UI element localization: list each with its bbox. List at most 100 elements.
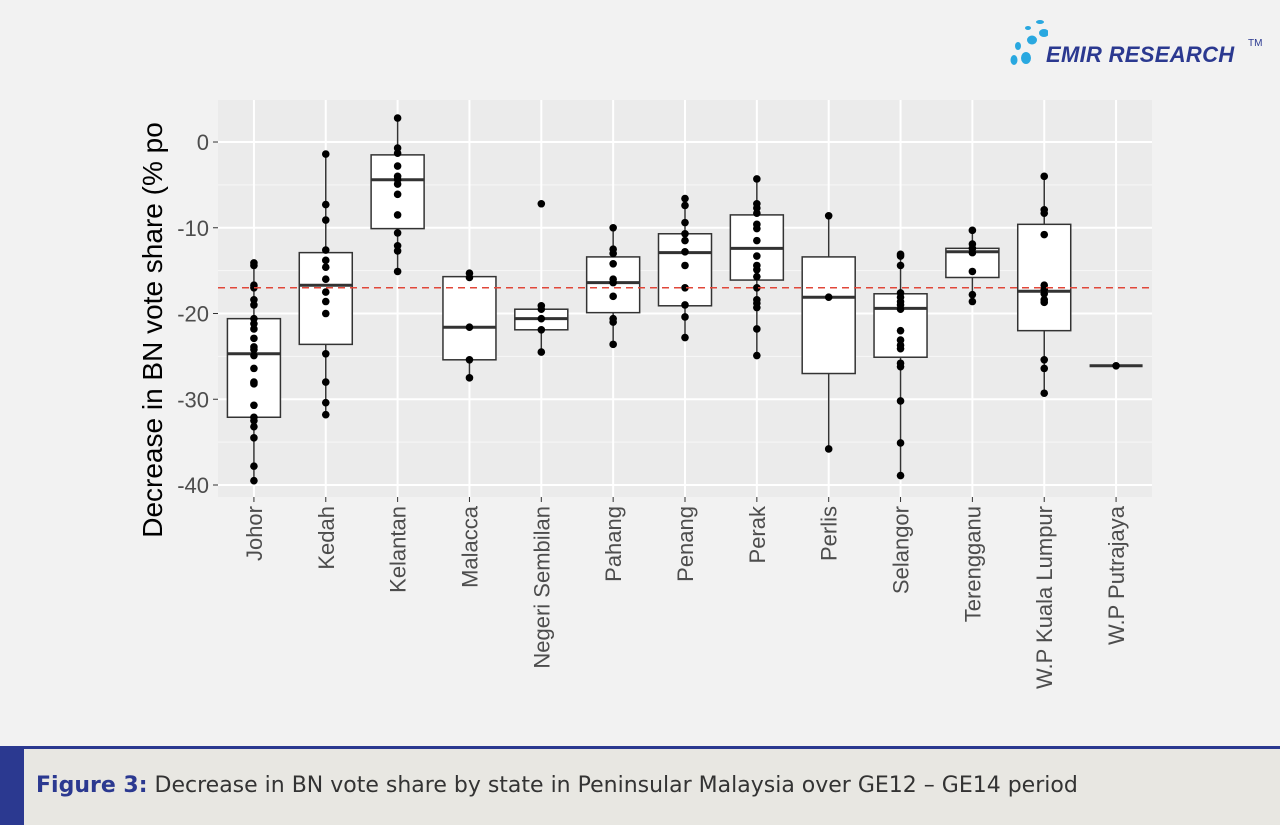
data-point [250, 476, 258, 485]
x-tick-label: Johor [242, 506, 267, 561]
x-tick-label: Perak [745, 505, 770, 563]
data-point [1040, 230, 1049, 239]
data-point [321, 410, 330, 419]
data-point [896, 397, 905, 405]
figure-caption: Figure 3: Decrease in BN vote share by s… [0, 746, 1280, 825]
x-tick-label: Terengganu [960, 506, 985, 622]
data-point [393, 162, 402, 170]
data-point [250, 261, 258, 270]
caption-accent-bar [0, 746, 24, 825]
data-point [896, 362, 905, 371]
box-perlis [801, 211, 856, 453]
x-tick-label: Pahang [601, 506, 626, 582]
data-point [250, 462, 258, 470]
data-point [1040, 356, 1049, 364]
data-point [753, 265, 761, 274]
y-axis: 0 -10 -20 -30 -40 [177, 130, 218, 498]
box-kedah [298, 150, 354, 419]
data-point [609, 249, 617, 258]
data-point [393, 149, 402, 157]
data-point [681, 301, 689, 309]
data-point [681, 261, 689, 270]
data-point [465, 374, 474, 382]
data-point [1112, 362, 1120, 370]
data-point [250, 345, 258, 354]
data-point [681, 333, 689, 342]
data-point [250, 401, 258, 410]
data-point [1040, 209, 1049, 217]
data-point [537, 325, 546, 334]
data-point [321, 275, 330, 284]
data-point [321, 263, 330, 272]
data-point [393, 114, 402, 122]
data-point [1040, 298, 1049, 307]
data-point [968, 297, 977, 306]
data-point [393, 211, 402, 219]
data-point [896, 252, 905, 260]
box-pahang [585, 223, 641, 349]
data-point [393, 190, 402, 199]
data-point [393, 247, 402, 255]
box-iqr [442, 275, 497, 361]
data-point [393, 229, 402, 237]
data-point [681, 201, 689, 210]
data-point [753, 351, 761, 360]
data-point [321, 309, 330, 318]
data-point [321, 378, 330, 386]
data-point [609, 223, 617, 232]
data-point [681, 236, 689, 245]
x-tick-label: W.P Kuala Lumpur [1032, 506, 1057, 689]
data-point [537, 314, 546, 323]
data-point [321, 297, 330, 306]
caption-text: Decrease in BN vote share by state in Pe… [147, 773, 1078, 798]
data-point [537, 199, 546, 208]
data-point [321, 398, 330, 407]
x-tick-label: Kedah [314, 506, 339, 570]
x-tick-label: W.P Putrajaya [1104, 505, 1129, 645]
data-point [681, 218, 689, 227]
emir-research-logo: EMIR RESEARCH TM [1008, 16, 1278, 76]
data-point [753, 272, 761, 281]
data-point [968, 290, 977, 299]
data-point [753, 325, 761, 333]
data-point [465, 273, 474, 282]
logo-trademark: TM [1248, 38, 1263, 49]
data-point [393, 180, 402, 188]
box-iqr [1016, 223, 1072, 332]
data-point [753, 209, 761, 217]
data-point [681, 247, 689, 256]
data-point [250, 334, 258, 343]
logo-dots-icon [1010, 20, 1048, 65]
y-tick-label: 0 [197, 130, 209, 155]
box-penang [657, 194, 713, 342]
data-point [250, 416, 258, 425]
box-negeri-sembilan [514, 199, 569, 356]
data-point [321, 288, 330, 296]
box-johor [226, 259, 282, 485]
data-point [393, 267, 402, 276]
x-tick-label: Selangor [889, 506, 914, 594]
data-point [1040, 172, 1049, 181]
x-tick-label: Perlis [817, 506, 842, 561]
data-point [1040, 364, 1049, 373]
box-terengganu [945, 226, 1000, 306]
y-axis-title: Decrease in BN vote share (% po [137, 122, 168, 538]
data-point [537, 305, 546, 314]
data-point [1040, 289, 1049, 298]
data-point [968, 267, 977, 276]
data-point [896, 471, 905, 480]
data-point [753, 236, 761, 245]
data-point [681, 283, 689, 292]
box-w-p-kuala-lumpur [1016, 172, 1072, 398]
boxplot-chart: 0 -10 -20 -30 -40 Johor Kedah Kelantan Malacca N… [137, 100, 1152, 689]
data-point [753, 283, 761, 292]
data-point [681, 229, 689, 238]
data-point [321, 200, 330, 209]
box-perak [729, 175, 785, 360]
data-point [321, 246, 330, 254]
y-tick-label: -20 [177, 302, 209, 327]
data-point [609, 340, 617, 349]
caption-label: Figure 3 [36, 773, 139, 798]
data-point [824, 211, 833, 220]
x-tick-label: Kelantan [386, 506, 411, 593]
